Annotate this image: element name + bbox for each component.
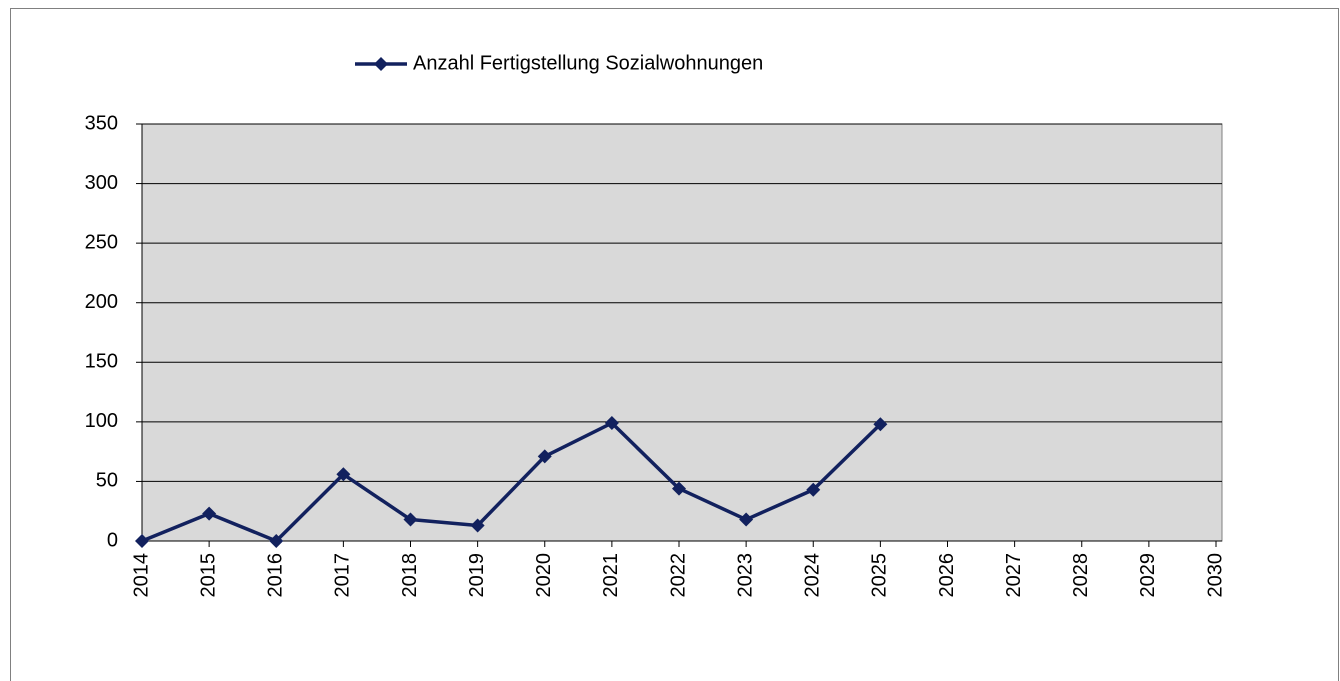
x-tick-label: 2021 [600, 553, 622, 598]
x-tick-label: 2017 [332, 553, 354, 598]
x-tick-label: 2020 [533, 553, 555, 598]
y-tick-label: 250 [85, 231, 118, 253]
legend-marker [374, 57, 388, 71]
y-tick-label: 300 [85, 172, 118, 194]
x-tick-label: 2018 [399, 553, 421, 598]
data-point [537, 449, 552, 464]
y-tick-label: 150 [85, 351, 118, 373]
x-tick-label: 2023 [734, 553, 756, 598]
x-tick-label: 2028 [1070, 553, 1092, 598]
data-point [470, 518, 485, 533]
y-tick-label: 0 [107, 529, 118, 551]
x-tick-label: 2025 [869, 553, 891, 598]
y-tick-label: 50 [96, 470, 118, 492]
data-point [336, 467, 351, 482]
data-point [739, 512, 754, 527]
x-tick-label: 2022 [667, 553, 689, 598]
x-tick-label: 2027 [1003, 553, 1025, 598]
legend-label: Anzahl Fertigstellung Sozialwohnungen [413, 52, 763, 74]
x-tick-label: 2026 [936, 553, 958, 598]
data-point [135, 534, 149, 548]
x-tick-label: 2014 [130, 553, 152, 598]
x-tick-label: 2029 [1137, 553, 1159, 598]
data-point [403, 512, 418, 527]
x-tick-label: 2019 [466, 553, 488, 598]
data-point [202, 506, 217, 521]
data-point [604, 416, 619, 431]
series-line [141, 421, 882, 543]
data-point [269, 534, 284, 548]
x-tick-label: 2015 [197, 553, 219, 598]
x-tick-label: 2030 [1204, 553, 1226, 598]
x-tick-label: 2024 [802, 553, 824, 598]
plot-area [141, 123, 1223, 542]
data-point [806, 482, 821, 497]
y-tick-label: 100 [85, 410, 118, 432]
data-point [672, 481, 686, 496]
y-tick-label: 200 [85, 291, 118, 313]
x-tick-label: 2016 [265, 553, 287, 598]
data-point [873, 417, 888, 432]
y-tick-label: 350 [85, 112, 118, 134]
